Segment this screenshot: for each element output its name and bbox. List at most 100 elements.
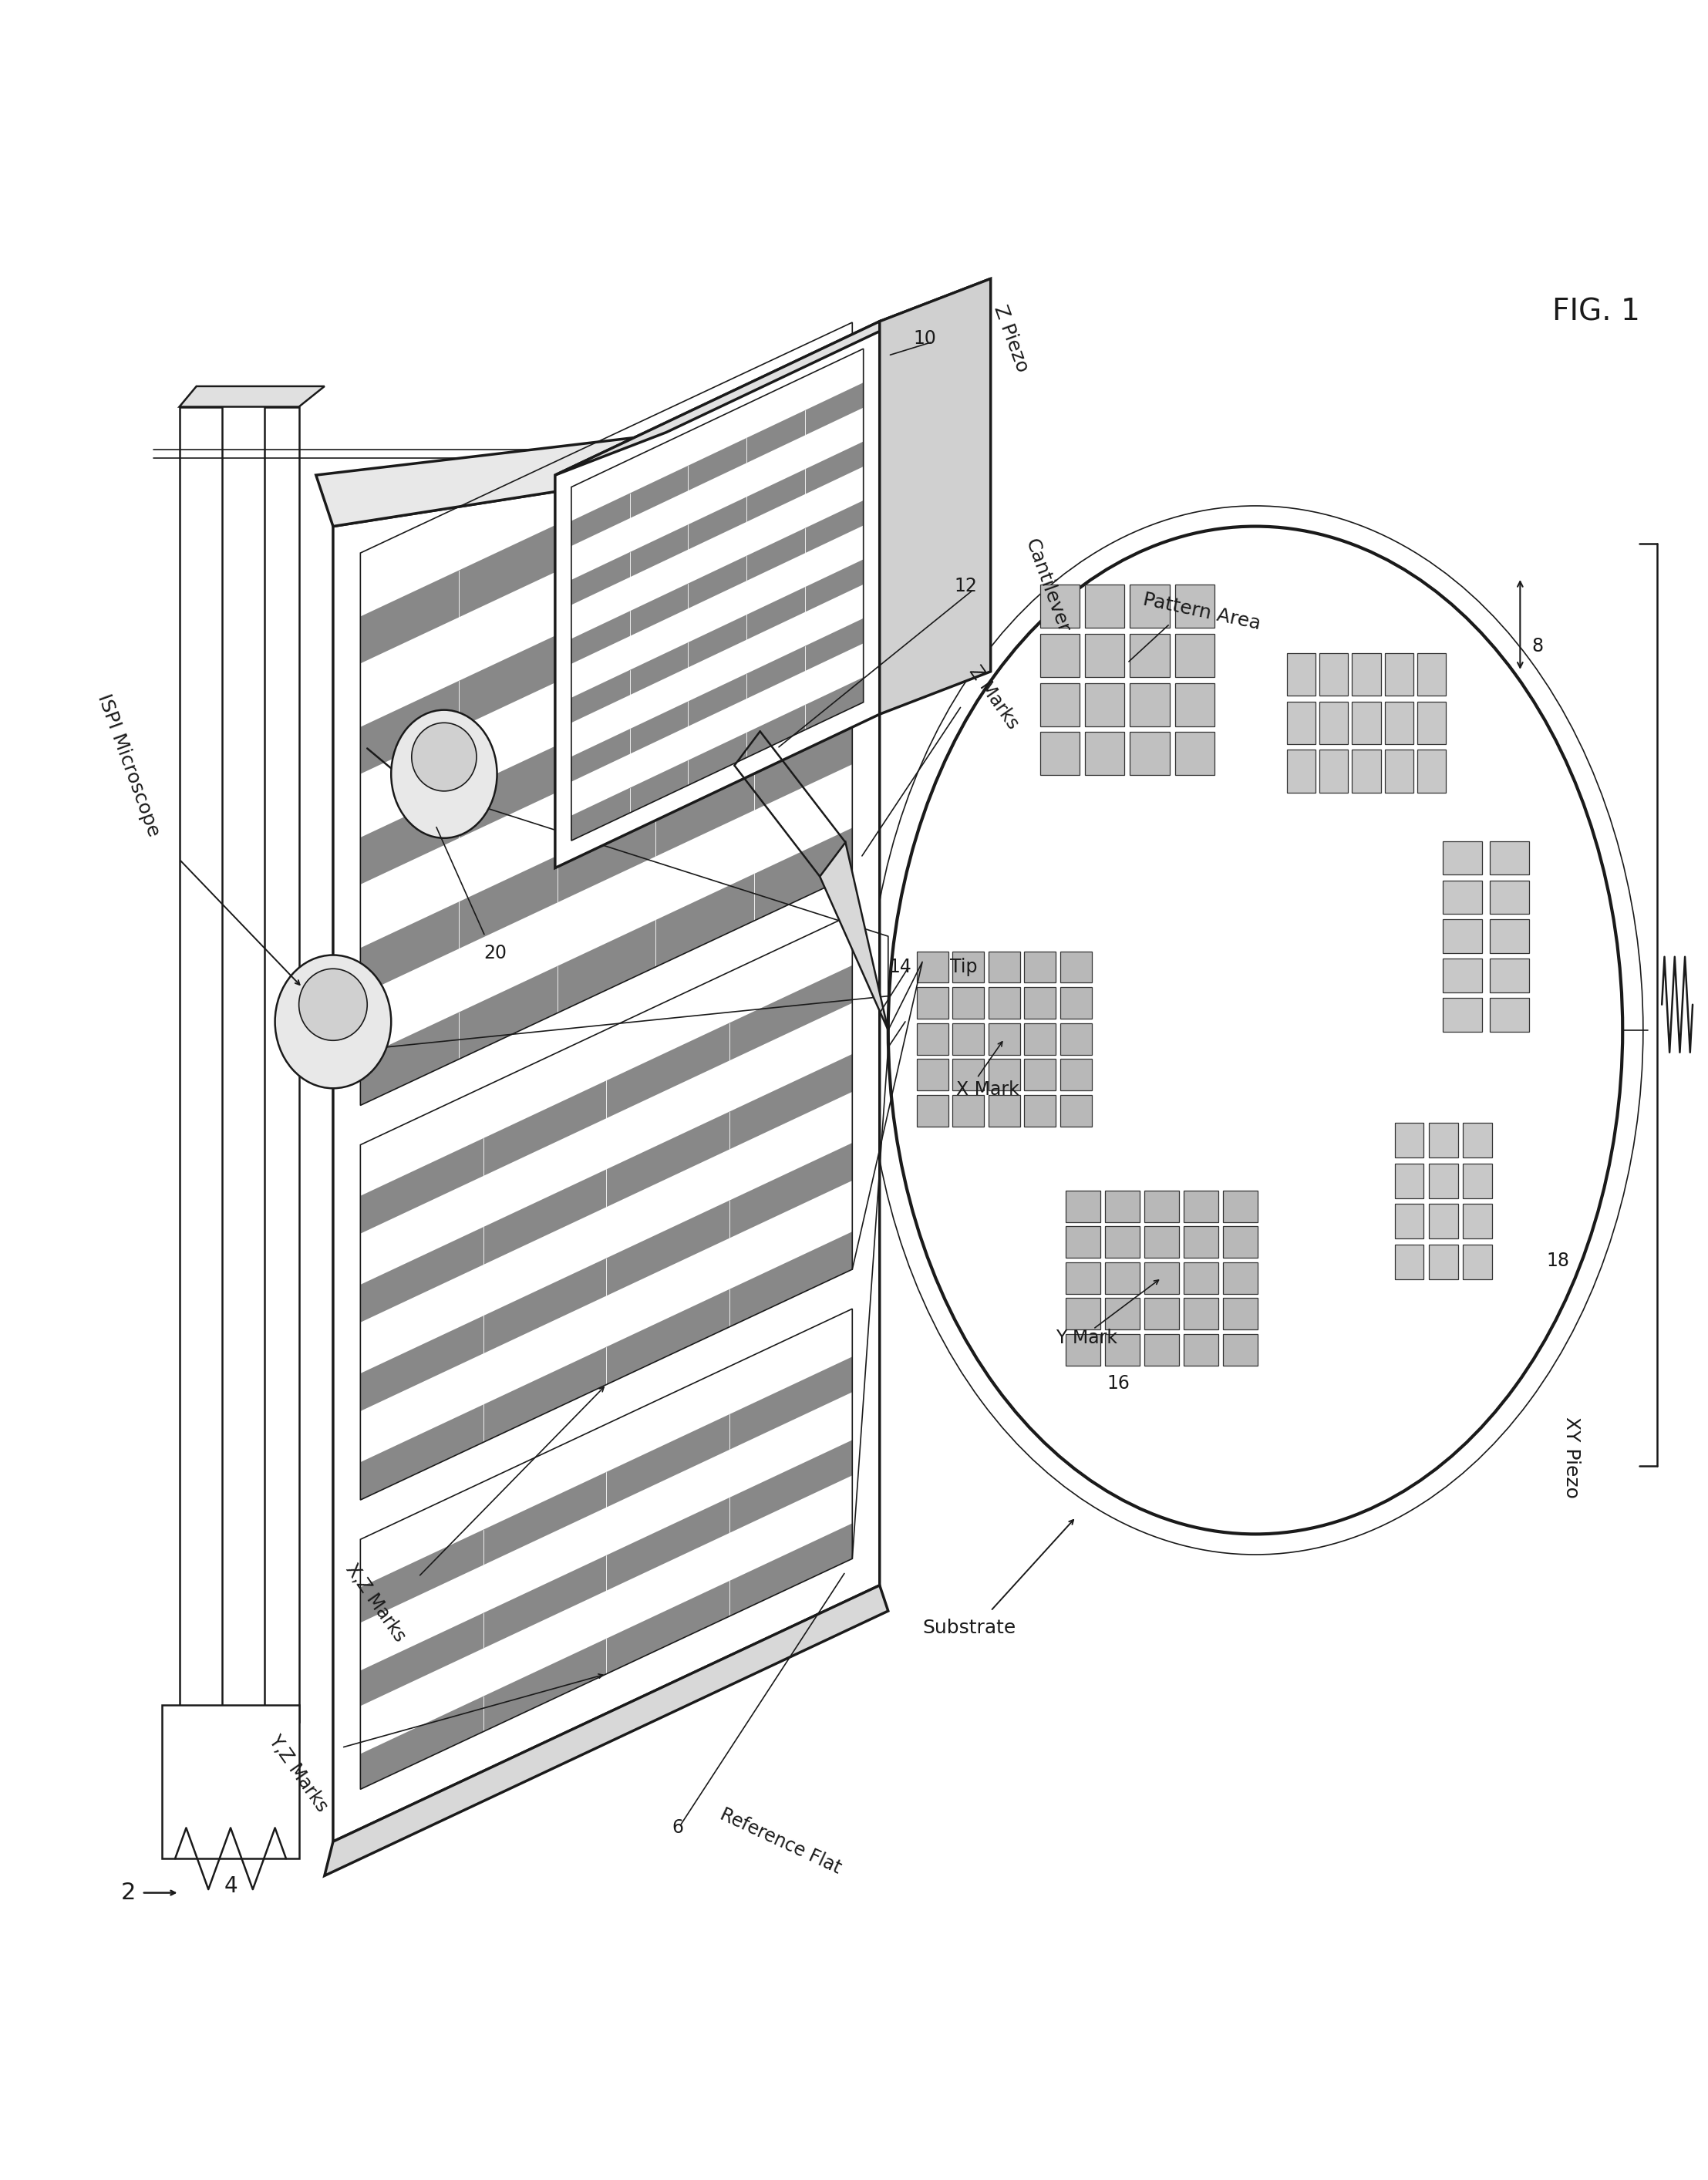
Bar (1040, 584, 1079, 628)
Polygon shape (360, 828, 852, 1105)
Text: X Mark: X Mark (956, 1081, 1020, 1099)
Bar (1443, 920, 1483, 953)
Bar (1223, 1334, 1257, 1365)
Bar (1489, 881, 1529, 913)
Bar (1288, 702, 1315, 743)
Ellipse shape (275, 955, 391, 1088)
Text: ISPI Microscope: ISPI Microscope (94, 691, 162, 839)
Bar (1061, 1059, 1091, 1090)
Bar (1489, 998, 1529, 1031)
Bar (1428, 1245, 1457, 1280)
Bar (1184, 1297, 1218, 1330)
Bar (1025, 988, 1056, 1018)
Bar (1025, 1059, 1056, 1090)
Bar (1462, 1203, 1491, 1238)
Bar (1184, 1190, 1218, 1223)
Bar (1418, 654, 1445, 695)
Bar (953, 1094, 984, 1127)
Polygon shape (360, 386, 852, 663)
Bar (953, 950, 984, 983)
Bar (1144, 1190, 1179, 1223)
Bar (1462, 1164, 1491, 1199)
Text: 10: 10 (914, 329, 936, 347)
Bar (989, 1022, 1020, 1055)
Polygon shape (333, 440, 880, 1842)
Bar (1040, 732, 1079, 776)
Polygon shape (360, 1055, 852, 1323)
Bar (1066, 1297, 1100, 1330)
Polygon shape (360, 1441, 852, 1707)
Bar (1025, 950, 1056, 983)
Text: 18: 18 (1546, 1251, 1570, 1271)
Bar (1175, 682, 1214, 726)
Bar (1061, 1022, 1091, 1055)
Bar (917, 1094, 948, 1127)
Bar (1320, 654, 1348, 695)
Text: Substrate: Substrate (922, 1620, 1016, 1637)
Bar (917, 950, 948, 983)
Bar (1025, 1022, 1056, 1055)
Bar (989, 1094, 1020, 1127)
Bar (1066, 1262, 1100, 1293)
Bar (1223, 1225, 1257, 1258)
Text: 4: 4 (224, 1875, 237, 1897)
Text: Z Piezo: Z Piezo (991, 303, 1032, 375)
Polygon shape (360, 1356, 852, 1622)
Bar (1394, 1123, 1423, 1158)
Bar (1320, 702, 1348, 743)
Bar (1223, 1190, 1257, 1223)
Bar (1462, 1123, 1491, 1158)
Text: 12: 12 (955, 578, 977, 595)
Polygon shape (880, 279, 991, 715)
Bar (917, 1059, 948, 1090)
Text: Z Marks: Z Marks (965, 663, 1021, 732)
Polygon shape (555, 279, 991, 475)
Bar (1223, 1297, 1257, 1330)
Text: Cantilever: Cantilever (1021, 536, 1073, 637)
Bar (1040, 682, 1079, 726)
Bar (1443, 998, 1483, 1031)
Bar (1105, 1334, 1139, 1365)
Bar (1288, 654, 1315, 695)
Bar (1175, 584, 1214, 628)
Bar (1144, 1225, 1179, 1258)
Text: XY Piezo: XY Piezo (1563, 1417, 1580, 1498)
Polygon shape (570, 619, 864, 783)
Text: 8: 8 (1532, 637, 1542, 656)
Bar (1175, 634, 1214, 678)
Bar (1085, 682, 1124, 726)
Bar (1085, 732, 1124, 776)
Text: X,Z Marks: X,Z Marks (342, 1561, 408, 1646)
Text: 6: 6 (671, 1818, 683, 1838)
Polygon shape (265, 408, 299, 1722)
Bar (1353, 654, 1380, 695)
Bar (953, 1059, 984, 1090)
Bar (1443, 841, 1483, 874)
Bar (1025, 1094, 1056, 1127)
Bar (1489, 841, 1529, 874)
Bar (1320, 750, 1348, 794)
Bar (1105, 1297, 1139, 1330)
Bar (1443, 959, 1483, 992)
Bar (1184, 1262, 1218, 1293)
Bar (1144, 1297, 1179, 1330)
Text: 20: 20 (483, 944, 507, 964)
Polygon shape (555, 320, 880, 868)
Bar (1394, 1245, 1423, 1280)
Text: Y,Z Marks: Y,Z Marks (265, 1731, 331, 1816)
Bar (1105, 1190, 1139, 1223)
Bar (1061, 988, 1091, 1018)
Bar (1428, 1203, 1457, 1238)
Polygon shape (570, 560, 864, 724)
Bar (1066, 1190, 1100, 1223)
Text: Pattern Area: Pattern Area (1141, 591, 1262, 632)
Polygon shape (360, 1142, 852, 1410)
Text: 2: 2 (121, 1881, 135, 1903)
Text: 14: 14 (890, 957, 912, 977)
Bar (1353, 750, 1380, 794)
Bar (1144, 1262, 1179, 1293)
Bar (1385, 654, 1413, 695)
Bar (1394, 1164, 1423, 1199)
Bar (1131, 682, 1170, 726)
Bar (1288, 750, 1315, 794)
